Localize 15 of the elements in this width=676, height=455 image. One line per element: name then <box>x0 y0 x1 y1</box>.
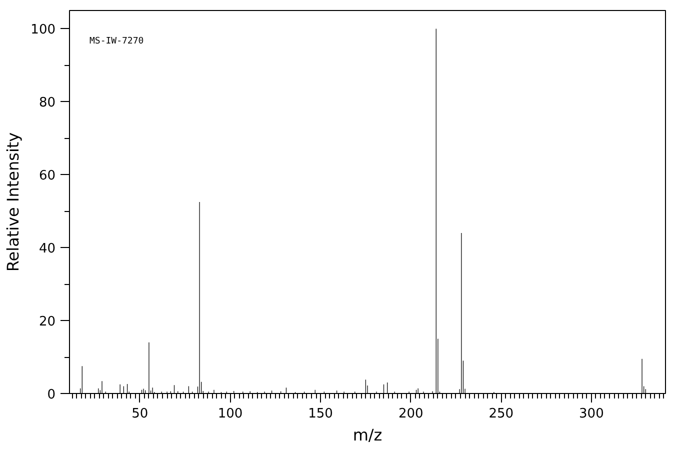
y-tick-label: 80 <box>38 96 56 111</box>
x-tick-label: 50 <box>132 406 148 422</box>
y-tick-label: 20 <box>38 314 56 330</box>
y-tick-label: 60 <box>38 168 56 184</box>
x-tick-label: 250 <box>488 406 514 422</box>
y-axis-title: Relative Intensity <box>4 132 23 272</box>
x-tick-label: 200 <box>398 406 424 422</box>
x-tick-label: 150 <box>308 406 333 422</box>
x-tick-label: 100 <box>218 406 243 422</box>
annotation: MS-IW-7270 <box>90 36 144 46</box>
y-tick-label: 40 <box>38 242 56 257</box>
y-tick-label: 100 <box>30 22 56 38</box>
x-tick-label: 300 <box>579 406 604 422</box>
y-tick-label: 0 <box>47 388 56 402</box>
x-axis-title: m/z <box>352 426 382 444</box>
